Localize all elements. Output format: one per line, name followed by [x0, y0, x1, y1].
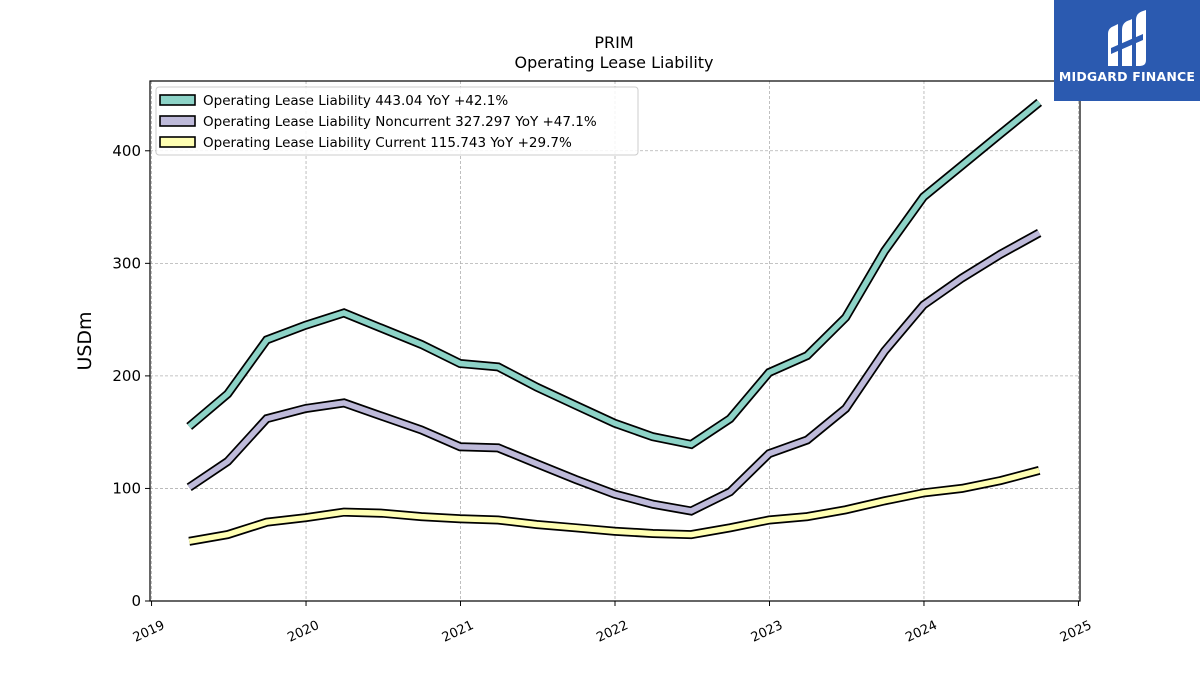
legend-swatch	[159, 94, 196, 106]
logo-text: MIDGARD FINANCE	[1058, 69, 1196, 84]
legend: Operating Lease Liability 443.04 YoY +42…	[155, 86, 639, 156]
y-tick-label: 200	[112, 367, 141, 385]
series-line-0	[187, 100, 1041, 448]
legend-box	[155, 86, 639, 156]
y-tick-label: 0	[131, 592, 141, 610]
y-axis-label: USDm	[74, 311, 96, 370]
logo-mark-icon	[1108, 10, 1146, 66]
series-line-2	[188, 467, 1040, 545]
legend-label: Operating Lease Liability Current 115.74…	[203, 135, 572, 151]
legend-label: Operating Lease Liability Noncurrent 327…	[203, 114, 597, 130]
legend-swatch	[159, 115, 196, 127]
chart-title: PRIM	[594, 33, 633, 52]
y-tick-label: 400	[112, 142, 141, 160]
chart-subtitle: Operating Lease Liability	[514, 53, 713, 72]
y-tick-label: 100	[112, 479, 141, 497]
series-layer	[186, 98, 1043, 546]
legend-swatch	[159, 136, 196, 148]
y-tick-label: 300	[112, 254, 141, 272]
legend-label: Operating Lease Liability 443.04 YoY +42…	[203, 93, 508, 109]
series-line-1	[187, 230, 1041, 514]
brand-logo: MIDGARD FINANCE	[1054, 0, 1200, 101]
